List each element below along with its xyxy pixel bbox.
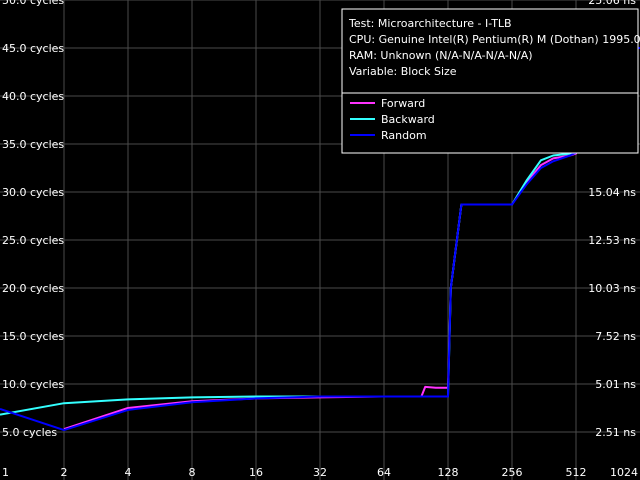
legend-frame (341, 92, 639, 154)
x-tick-label: 256 (502, 466, 523, 479)
x-tick-label: 16 (249, 466, 263, 479)
legend-forward-label: Forward (381, 97, 425, 110)
y-left-tick-label: 25.0 cycles (2, 234, 64, 247)
y-left-tick-label: 50.0 cycles (2, 0, 64, 7)
x-axis-ticks: 1 2 4 8 16 32 64 128 256 512 1024 (2, 466, 638, 479)
info-box-frame (341, 8, 639, 154)
y-right-tick-label: 5.01 ns (595, 378, 636, 391)
y-left-tick-label: 15.0 cycles (2, 330, 64, 343)
y-left-tick-label: 45.0 cycles (2, 42, 64, 55)
legend-random-label: Random (381, 129, 427, 142)
y-left-tick-label: 20.0 cycles (2, 282, 64, 295)
x-tick-label: 8 (189, 466, 196, 479)
y-left-tick-label: 30.0 cycles (2, 186, 64, 199)
info-legend-box: Test: Microarchitecture - I-TLB CPU: Gen… (341, 8, 640, 154)
legend-backward-label: Backward (381, 113, 435, 126)
x-tick-label: 32 (313, 466, 327, 479)
y-right-tick-label: 15.04 ns (588, 186, 636, 199)
y-right-tick-label: 10.03 ns (588, 282, 636, 295)
x-tick-label: 1 (2, 466, 9, 479)
y-left-tick-label: 40.0 cycles (2, 90, 64, 103)
y-right-tick-label: 12.53 ns (588, 234, 636, 247)
y-right-tick-label: 25.06 ns (588, 0, 636, 7)
x-tick-label: 128 (438, 466, 459, 479)
x-tick-label: 2 (61, 466, 68, 479)
info-ram: RAM: Unknown (N/A-N/A-N/A-N/A) (349, 49, 533, 62)
info-cpu: CPU: Genuine Intel(R) Pentium(R) M (Doth… (349, 33, 640, 46)
info-variable: Variable: Block Size (349, 65, 457, 78)
info-test: Test: Microarchitecture - I-TLB (348, 17, 512, 30)
y-right-tick-label: 2.51 ns (595, 426, 636, 439)
x-tick-label: 1024 (610, 466, 638, 479)
y-left-tick-label: 35.0 cycles (2, 138, 64, 151)
x-tick-label: 4 (125, 466, 132, 479)
x-tick-label: 64 (377, 466, 391, 479)
x-tick-label: 512 (566, 466, 587, 479)
y-left-tick-label: 10.0 cycles (2, 378, 64, 391)
left-axis-ticks: 5.0 cycles 10.0 cycles 15.0 cycles 20.0 cyc… (2, 0, 64, 439)
y-right-tick-label: 7.52 ns (595, 330, 636, 343)
y-left-tick-label: 5.0 cycles (2, 426, 57, 439)
